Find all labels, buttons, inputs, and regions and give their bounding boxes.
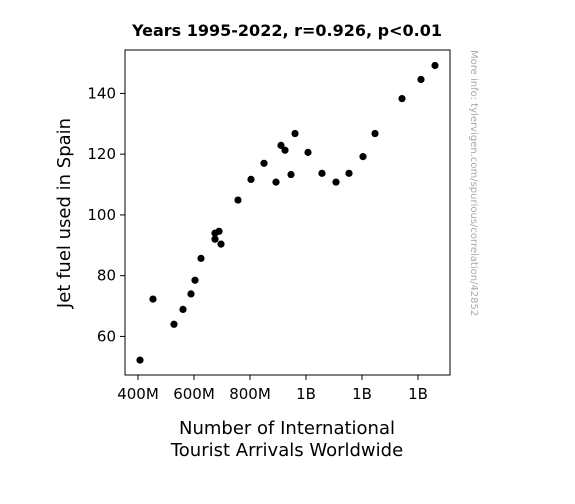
data-point [287, 170, 295, 179]
data-points [136, 61, 439, 364]
data-point [217, 240, 225, 248]
data-point [197, 254, 205, 262]
data-point [215, 227, 223, 235]
x-axis-ticks: 400M 600M 800M 1B 1B 1B [117, 375, 428, 403]
watermark-text: More info: tylervigen.com/spurious/corre… [468, 50, 479, 316]
data-point [281, 146, 289, 154]
x-tick-label: 1B [296, 385, 316, 403]
data-point [136, 356, 144, 364]
plot-area [124, 49, 451, 376]
data-point [277, 141, 285, 149]
x-axis-label-line-1: Number of International [179, 418, 395, 439]
y-axis-ticks: 60 80 100 120 140 [87, 84, 125, 345]
data-point [149, 295, 157, 303]
y-tick-label: 140 [87, 84, 116, 102]
data-point [272, 178, 280, 186]
data-point [191, 276, 199, 284]
data-point [318, 169, 326, 177]
y-tick-label: 60 [97, 327, 116, 345]
data-point [291, 129, 299, 138]
chart-title: Years 1995-2022, r=0.926, p<0.01 [131, 21, 442, 40]
data-point [304, 148, 312, 156]
data-point [398, 94, 406, 103]
x-tick-label: 800M [229, 385, 271, 403]
x-tick-label: 1B [408, 385, 428, 403]
x-axis-label-line-2: Tourist Arrivals Worldwide [170, 440, 403, 461]
x-tick-label: 600M [173, 385, 215, 403]
data-point [260, 159, 268, 167]
data-point [187, 290, 195, 298]
data-point [371, 129, 379, 138]
data-point [431, 61, 439, 70]
y-tick-label: 80 [97, 267, 116, 285]
data-point [359, 153, 367, 161]
data-point [170, 320, 178, 328]
data-point [234, 196, 242, 204]
y-tick-label: 100 [87, 206, 116, 224]
data-point [345, 169, 353, 177]
data-point [247, 175, 255, 183]
data-point [417, 75, 425, 84]
data-point [179, 305, 187, 313]
y-tick-label: 120 [87, 145, 116, 163]
data-point [211, 235, 219, 243]
x-tick-label: 1B [352, 385, 372, 403]
data-point [332, 178, 340, 186]
x-tick-label: 400M [117, 385, 159, 403]
y-axis-label: Jet fuel used in Spain [54, 118, 75, 309]
